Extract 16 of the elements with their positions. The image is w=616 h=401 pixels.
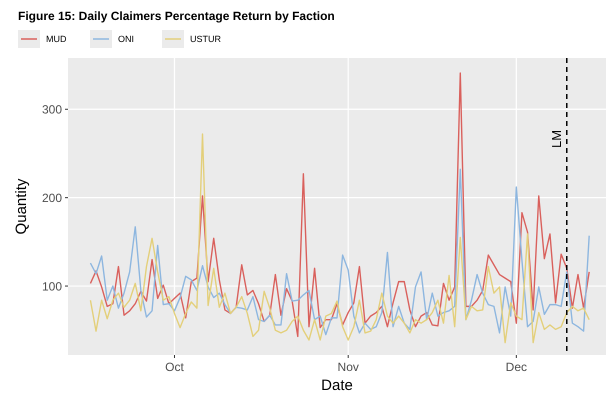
chart-title: Figure 15: Daily Claimers Percentage Return by Faction xyxy=(18,9,335,23)
y-tick-label: 100 xyxy=(42,279,62,294)
line-series xyxy=(90,72,590,338)
legend-label: ONI xyxy=(118,34,134,44)
y-tick-label: 300 xyxy=(42,102,62,116)
line-series xyxy=(90,168,590,336)
x-axis-title: Date xyxy=(321,377,353,394)
line-series xyxy=(90,133,590,344)
x-tick-label: Nov xyxy=(338,360,359,374)
y-axis-title: Quantity xyxy=(13,178,30,234)
x-tick-label: Dec xyxy=(506,360,528,374)
y-tick-label: 200 xyxy=(42,190,62,205)
x-tick-label: Oct xyxy=(165,360,184,374)
ref-line-label: LM xyxy=(548,130,564,148)
legend-label: USTUR xyxy=(190,34,222,44)
legend-label: MUD xyxy=(46,34,67,44)
